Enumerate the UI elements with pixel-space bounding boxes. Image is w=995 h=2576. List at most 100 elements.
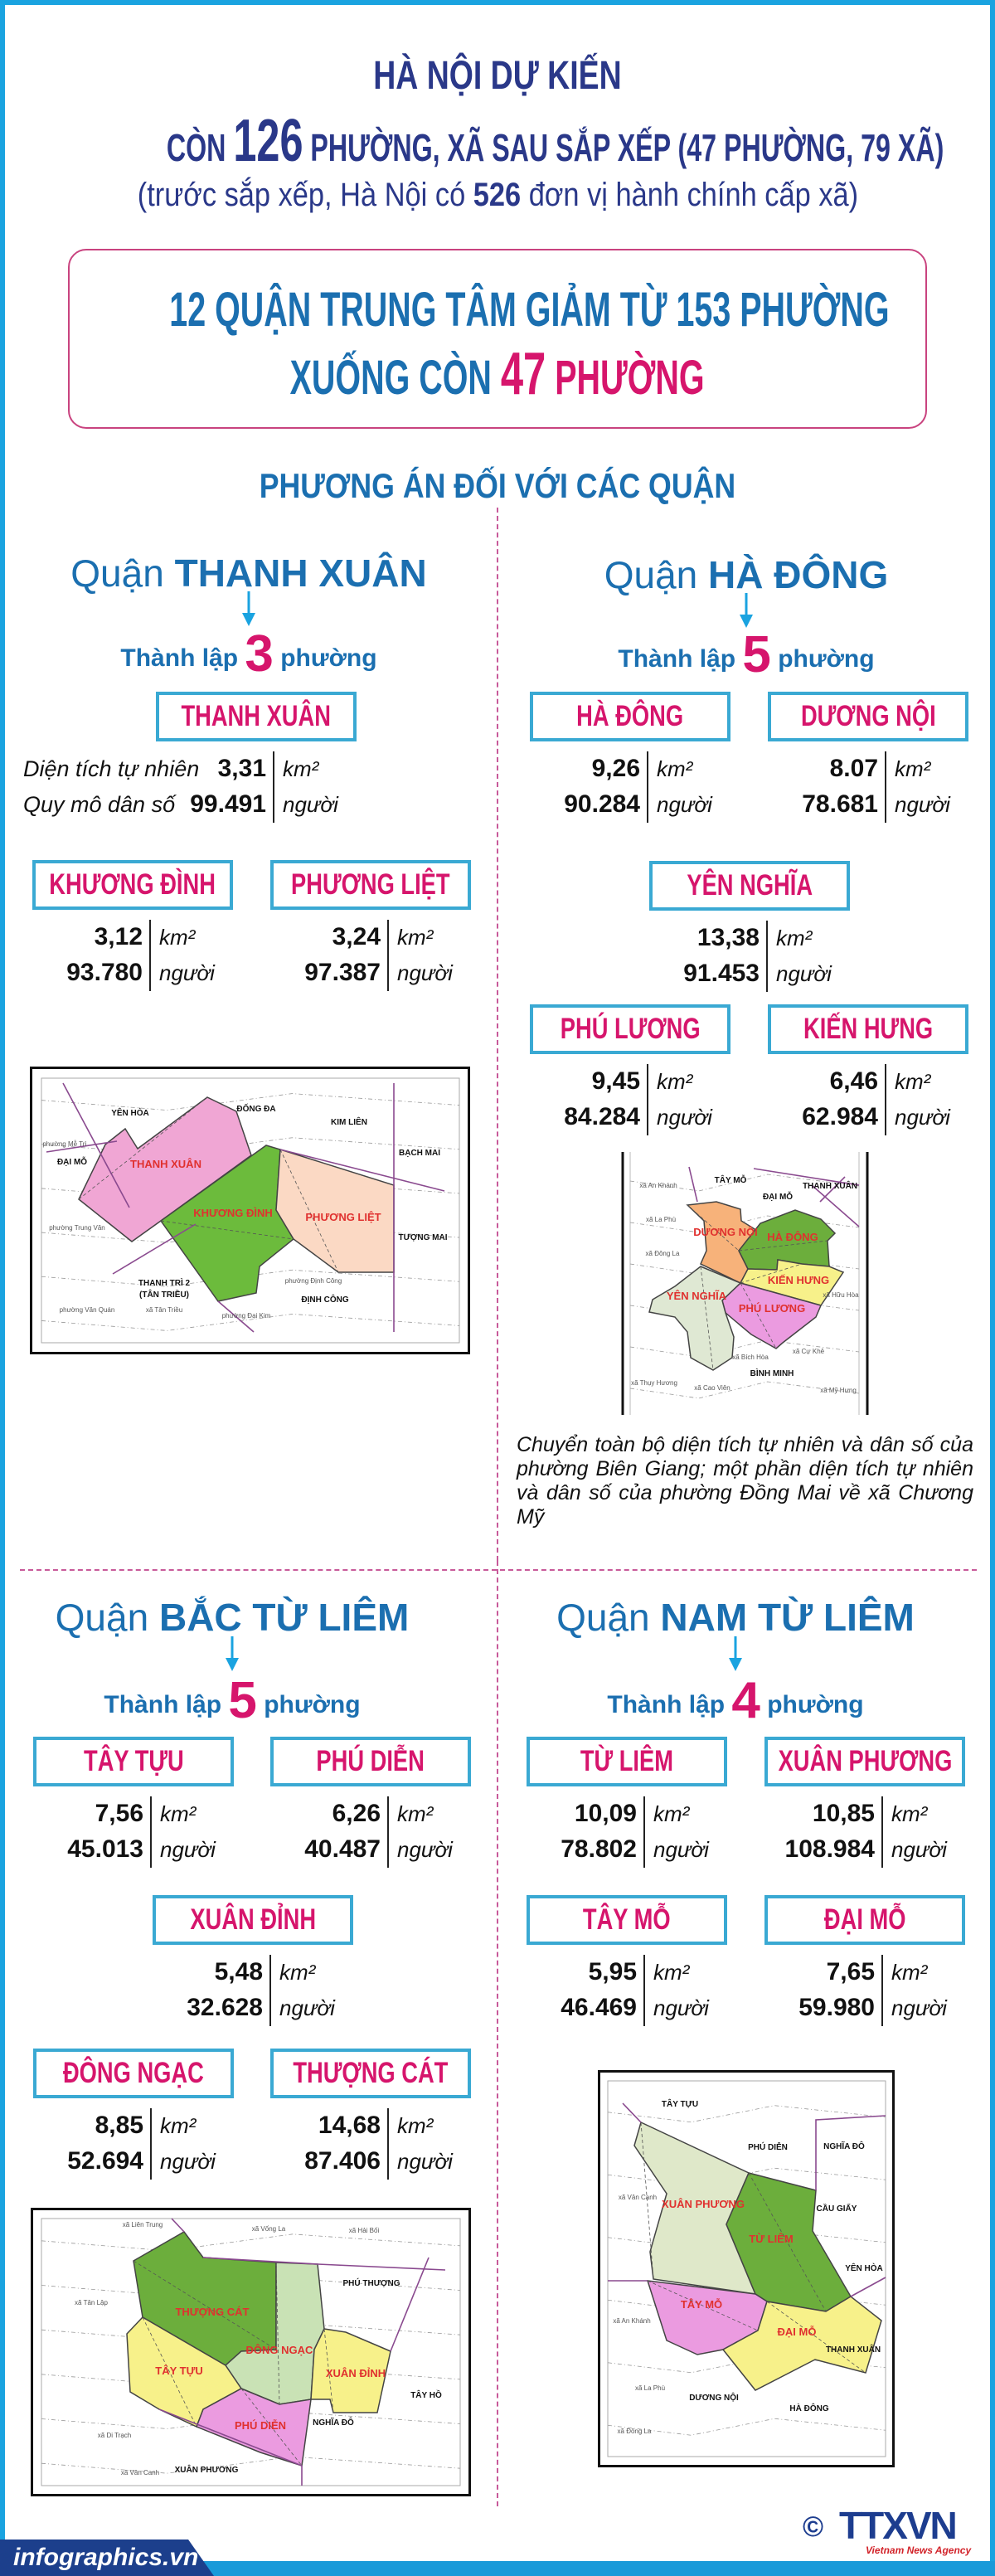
map-label: YÊN HÒA <box>111 1107 149 1118</box>
map-label: TÂY TỰU <box>155 2365 203 2377</box>
ward-population: 99.491 <box>190 790 266 818</box>
map-label: XUÂN PHƯƠNG <box>175 2464 239 2475</box>
footer-site-link[interactable]: infographics.vn <box>13 2544 199 2571</box>
established-suffix: phường <box>256 1691 361 1718</box>
stat-divider <box>647 751 648 823</box>
stat-divider <box>387 2108 389 2180</box>
map-label: PHÚ THƯỢNG <box>342 2277 400 2288</box>
map-inner-boundary <box>647 2280 759 2331</box>
map-label: BÌNH MINH <box>750 1368 794 1378</box>
ward-name-box: TÂY MỖ <box>527 1895 727 1945</box>
stat-divider <box>387 920 389 991</box>
established-suffix: phường <box>770 645 875 673</box>
area-unit: km² <box>653 1960 690 1985</box>
ward-name-box: HÀ ĐÔNG <box>530 692 730 741</box>
agency-name: Vietnam News Agency <box>866 2544 972 2556</box>
area-unit: km² <box>891 1960 928 1985</box>
stat-divider <box>766 921 768 992</box>
ward-name-box: THƯỢNG CÁT <box>270 2049 471 2098</box>
map-road <box>390 2257 430 2352</box>
ward-name-box: PHÚ DIỄN <box>270 1737 471 1786</box>
section-title: PHƯƠNG ÁN ĐỐI VỚI CÁC QUẬN <box>0 464 995 508</box>
area-unit: km² <box>653 1801 690 1826</box>
down-arrow-icon <box>224 1636 240 1673</box>
subtitle-line: CÒN 126 PHƯỜNG, XÃ SAU SẮP XẾP (47 PHƯỜN… <box>0 108 995 181</box>
frame-right <box>990 0 995 2563</box>
map-road <box>688 1166 698 1203</box>
map-label: phường Mễ Trì <box>42 1140 86 1148</box>
map-label: xã Vân Canh <box>619 2194 657 2201</box>
map-label: PHÚ LƯƠNG <box>739 1302 805 1315</box>
ward-population: 90.284 <box>564 790 640 818</box>
copyright-icon: © <box>803 2511 824 2543</box>
map-label: HÀ ĐÔNG <box>767 1231 818 1243</box>
ward-population: 45.013 <box>67 1835 143 1863</box>
district-map-svg: XUÂN PHƯƠNG TỪ LIÊM TÂY MỖ ĐẠI MỖ TÂY TỰU PHÚ… <box>598 2070 895 2467</box>
ward-population: 87.406 <box>304 2147 381 2175</box>
established-count: Thành lập 5 phường <box>498 626 995 688</box>
ward-area: 6,46 <box>829 1067 878 1095</box>
highlight-line-1: 12 QUẬN TRUNG TÂM GIẢM TỪ 153 PHƯỜNG <box>0 282 995 338</box>
stat-divider <box>643 1955 645 2026</box>
ward-name-box: DƯƠNG NỘI <box>768 692 968 741</box>
map-label: TÂY MỖ <box>681 2298 722 2311</box>
area-unit: km² <box>283 756 319 781</box>
established-suffix: phường <box>273 644 377 672</box>
map-boundary-line <box>41 2233 461 2252</box>
map-boundary-line <box>607 2105 886 2123</box>
map-region-yen-nghia <box>648 1266 742 1371</box>
stat-divider <box>387 1796 389 1868</box>
map-label: TÂY HỒ <box>410 2389 442 2400</box>
map-boundary-line <box>41 2456 461 2474</box>
highlight-post: PHƯỜNG <box>546 351 705 405</box>
map-label: PHÚ DIỄN <box>748 2141 788 2152</box>
district-name: HÀ ĐÔNG <box>708 553 889 596</box>
ward-name: XUÂN ĐỈNH <box>190 1903 316 1936</box>
ward-area: 5,95 <box>588 1958 637 1985</box>
district-prefix: Quận <box>556 1596 661 1639</box>
map-label: THANH XUÂN <box>826 2344 881 2355</box>
ward-name: TỪ LIÊM <box>580 1745 674 1777</box>
ward-name-box: KHƯƠNG ĐÌNH <box>32 860 233 910</box>
district-title: Quận HÀ ĐÔNG <box>415 550 995 600</box>
ward-area: 10,09 <box>574 1800 637 1827</box>
area-unit: km² <box>160 2113 197 2138</box>
population-unit: người <box>279 1995 335 2020</box>
highlight-box <box>68 249 927 429</box>
map-label: TƯỢNG MAI <box>398 1233 447 1242</box>
ward-name: YÊN NGHĨA <box>687 869 813 902</box>
highlight-pre: XUỐNG CÒN <box>290 351 502 405</box>
map-road <box>112 1223 197 1275</box>
established-number: 5 <box>228 1672 257 1729</box>
stat-divider <box>881 1955 883 2026</box>
map-boundary-line <box>629 1174 860 1192</box>
map-boundary-line <box>41 1314 460 1331</box>
map-region-dai-mo <box>721 2296 882 2391</box>
district-name: THANH XUÂN <box>174 552 427 595</box>
ward-name-box: PHÚ LƯƠNG <box>530 1004 730 1054</box>
population-unit: người <box>657 1105 712 1130</box>
map-road <box>819 1176 846 1203</box>
stat-divider <box>643 1796 645 1868</box>
map-inner-boundary <box>240 2388 303 2467</box>
area-unit: km² <box>397 1801 434 1826</box>
agency-logo-text: TTXVN <box>839 2504 958 2547</box>
ward-area: 8,85 <box>95 2112 143 2139</box>
ward-population: 52.694 <box>67 2147 143 2175</box>
map-region-thanh-xuan <box>78 1096 252 1242</box>
map-label: TÂY MỖ <box>715 1174 747 1185</box>
map-label: YÊN NGHĨA <box>667 1290 727 1302</box>
map-boundary-line <box>629 1381 860 1399</box>
established-prefix: Thành lập <box>104 1691 229 1718</box>
ward-name-box: XUÂN ĐỈNH <box>153 1895 353 1945</box>
map-label: xã Vân Canh <box>121 2469 159 2476</box>
stat-divider <box>881 1796 883 1868</box>
context-pre: (trước sắp xếp, Hà Nội có <box>137 177 473 213</box>
ward-name: ĐẠI MỖ <box>823 1903 906 1936</box>
ward-name-box: KIẾN HƯNG <box>768 1004 968 1054</box>
map-label: HÀ ĐÔNG <box>789 2403 828 2413</box>
map-inner-boundary <box>133 2260 277 2350</box>
population-unit: người <box>283 792 338 817</box>
map-label: THƯỢNG CÁT <box>175 2306 249 2318</box>
district-map-svg: THANH XUÂN KHƯƠNG ĐÌNH PHƯƠNG LIỆT YÊN HÒA Đ… <box>30 1067 470 1354</box>
